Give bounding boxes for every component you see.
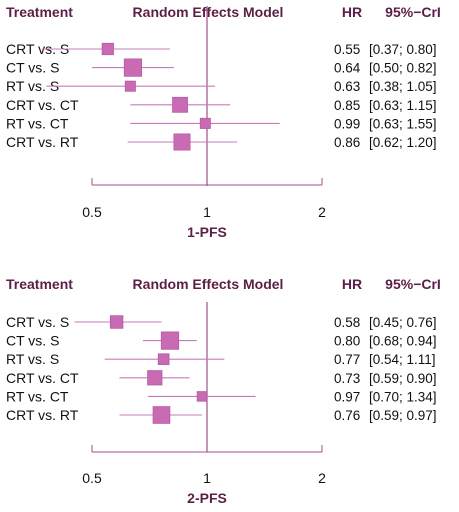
panel2-cri-value: [0.59; 0.97] <box>369 408 437 423</box>
panel2-header-model: Random Effects Model <box>133 276 284 292</box>
panel2-hr-value: 0.58 <box>334 315 360 330</box>
panel2-hr-marker <box>147 370 163 386</box>
panel1-hr-value: 0.99 <box>334 116 360 131</box>
panel2-hr-value: 0.97 <box>334 389 360 404</box>
panel2-row-label: RT vs. CT <box>6 388 69 404</box>
panel1-hr-marker <box>199 117 211 129</box>
panel2-hr-marker <box>109 315 124 329</box>
panel2-cri-value: [0.68; 0.94] <box>369 334 437 349</box>
panel2-row-label: CRT vs. RT <box>6 407 79 423</box>
panel1-hr-value: 0.63 <box>334 79 360 94</box>
panel1-hr-value: 0.64 <box>334 61 361 76</box>
panel1-hr-marker <box>101 42 114 56</box>
panel1-x-tick-label: 0.5 <box>82 204 102 220</box>
panel2-hr-value: 0.77 <box>334 352 360 367</box>
panel1-hr-marker <box>172 96 188 113</box>
panel2-header-treatment: Treatment <box>6 276 73 292</box>
panel2-hr-value: 0.80 <box>334 334 360 349</box>
panel2-x-axis-label: 2-PFS <box>187 490 227 506</box>
panel1-row-label: CRT vs. CT <box>6 97 79 113</box>
panel2-cri-value: [0.54; 1.11] <box>369 352 436 367</box>
panel1-hr-value: 0.85 <box>334 98 360 113</box>
panel1-hr-value: 0.86 <box>334 135 360 150</box>
panel1-row-label: RT vs. S <box>6 78 59 94</box>
panel2-cri-value: [0.70; 1.34] <box>369 389 437 404</box>
panel2-cri-value: [0.59; 0.90] <box>369 371 437 386</box>
panel2-row-label: RT vs. S <box>6 351 59 367</box>
panel2-hr-value: 0.73 <box>334 371 360 386</box>
panel1-header-treatment: Treatment <box>6 4 73 20</box>
panel2-row-label: CRT vs. CT <box>6 370 79 386</box>
panel2-x-tick-label: 0.5 <box>82 470 102 486</box>
panel2-cri-value: [0.45; 0.76] <box>369 315 437 330</box>
panel1-cri-value: [0.62; 1.20] <box>369 135 437 150</box>
panel1-x-axis-label: 1-PFS <box>187 224 227 240</box>
panel1-hr-value: 0.55 <box>334 42 360 57</box>
panel2-hr-marker <box>196 391 208 402</box>
panel1-cri-value: [0.37; 0.80] <box>369 42 437 57</box>
panel2-hr-marker <box>152 406 171 424</box>
panel1-row-label: CRT vs. RT <box>6 134 79 150</box>
panel2-hr-marker <box>157 353 170 365</box>
panel1-x-tick-label: 1 <box>203 204 211 220</box>
panel1-hr-marker <box>123 58 143 77</box>
panel2-header-cri: 95%−CrI <box>385 276 441 292</box>
panel1-x-tick-label: 2 <box>318 204 326 220</box>
panel2-header-hr: HR <box>342 276 362 292</box>
panel2-row-label: CRT vs. S <box>6 314 69 330</box>
panel1-header-cri: 95%−CrI <box>385 4 441 20</box>
panel2-row-label: CT vs. S <box>6 333 59 349</box>
panel2-x-tick-label: 2 <box>318 470 326 486</box>
panel1-cri-value: [0.38; 1.05] <box>369 79 437 94</box>
panel1-hr-marker <box>173 133 191 151</box>
panel1-row-label: CT vs. S <box>6 60 59 76</box>
panel1-cri-value: [0.63; 1.15] <box>369 98 437 113</box>
panel2-x-tick-label: 1 <box>203 470 211 486</box>
panel2-hr-marker <box>160 331 180 350</box>
panel1-cri-value: [0.50; 0.82] <box>369 61 437 76</box>
panel1-hr-marker <box>124 80 136 92</box>
panel1-header-model: Random Effects Model <box>133 4 284 20</box>
panel1-header-hr: HR <box>342 4 362 20</box>
panel2-hr-value: 0.76 <box>334 408 360 423</box>
panel1-row-label: RT vs. CT <box>6 115 69 131</box>
panel1-row-label: CRT vs. S <box>6 41 69 57</box>
panel1-cri-value: [0.63; 1.55] <box>369 116 437 131</box>
